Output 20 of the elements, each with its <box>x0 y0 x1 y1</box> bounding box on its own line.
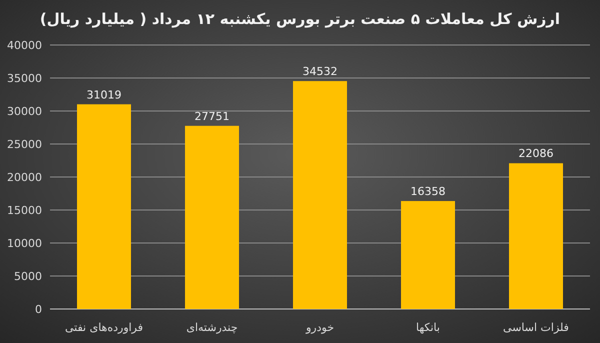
data-label: 34532 <box>302 65 338 78</box>
y-tick-label: 15000 <box>7 204 42 217</box>
y-tick-label: 30000 <box>7 105 42 118</box>
data-label: 31019 <box>86 88 122 102</box>
x-tick-label: بانکها <box>416 321 440 334</box>
y-tick-label: 25000 <box>7 138 42 151</box>
data-label: 16358 <box>410 185 446 198</box>
y-tick-label: 40000 <box>7 39 42 52</box>
x-tick-label: چندرشته‌ای <box>186 321 238 334</box>
x-tick-label: فلزات اساسی <box>503 321 569 334</box>
y-tick-label: 20000 <box>7 171 42 184</box>
x-tick-label: خودرو <box>304 321 334 334</box>
data-label: 22086 <box>518 147 554 160</box>
y-tick-label: 0 <box>35 303 42 316</box>
data-label: 27751 <box>194 110 230 123</box>
x-tick-label: فراورده‌های نفتی <box>64 321 144 334</box>
y-tick-label: 35000 <box>7 72 42 85</box>
y-tick-label: 10000 <box>7 237 42 250</box>
chart-title: ارزش کل معاملات ۵ صنعت برتر بورس یکشنبه ۱۲ مرداد ( میلیارد ریال) <box>40 10 560 28</box>
y-tick-label: 5000 <box>14 270 42 283</box>
